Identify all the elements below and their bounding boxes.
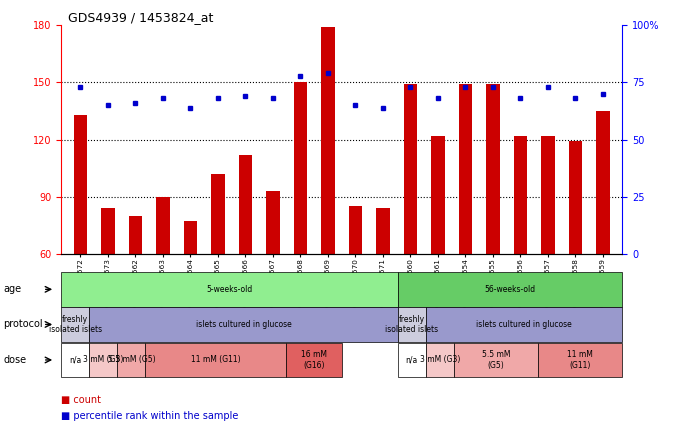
Bar — [403, 85, 418, 254]
Bar — [541, 136, 555, 254]
Bar — [321, 27, 335, 254]
Bar — [431, 136, 445, 254]
Text: 5-weeks-old: 5-weeks-old — [206, 285, 253, 294]
Text: ■ count: ■ count — [61, 395, 101, 405]
Text: n/a: n/a — [69, 355, 82, 365]
Text: ■ percentile rank within the sample: ■ percentile rank within the sample — [61, 411, 239, 421]
Bar — [266, 191, 280, 254]
Bar — [349, 206, 362, 254]
Text: 3 mM (G3): 3 mM (G3) — [420, 355, 460, 365]
Text: protocol: protocol — [3, 319, 43, 330]
Text: 16 mM
(G16): 16 mM (G16) — [301, 350, 326, 370]
Text: islets cultured in glucose: islets cultured in glucose — [196, 320, 292, 329]
Text: 5.5 mM
(G5): 5.5 mM (G5) — [481, 350, 510, 370]
Text: GDS4939 / 1453824_at: GDS4939 / 1453824_at — [68, 11, 214, 24]
Text: 11 mM (G11): 11 mM (G11) — [190, 355, 240, 365]
Bar — [568, 142, 582, 254]
Text: age: age — [3, 284, 22, 294]
Text: islets cultured in glucose: islets cultured in glucose — [476, 320, 572, 329]
Bar — [239, 155, 252, 254]
Bar — [184, 222, 197, 254]
Bar — [73, 115, 87, 254]
Bar — [513, 136, 527, 254]
Text: n/a: n/a — [406, 355, 418, 365]
Bar — [156, 197, 170, 254]
Bar — [211, 174, 225, 254]
Text: 5.5 mM (G5): 5.5 mM (G5) — [107, 355, 155, 365]
Bar — [486, 85, 500, 254]
Text: dose: dose — [3, 355, 27, 365]
Bar — [596, 111, 610, 254]
Text: freshly
isolated islets: freshly isolated islets — [49, 315, 102, 334]
Text: freshly
isolated islets: freshly isolated islets — [386, 315, 439, 334]
Bar — [458, 85, 473, 254]
Text: 3 mM (G3): 3 mM (G3) — [83, 355, 124, 365]
Bar — [376, 208, 390, 254]
Bar — [294, 82, 307, 254]
Text: 56-weeks-old: 56-weeks-old — [484, 285, 536, 294]
Text: 11 mM
(G11): 11 mM (G11) — [567, 350, 593, 370]
Bar — [101, 208, 115, 254]
Bar — [129, 216, 142, 254]
